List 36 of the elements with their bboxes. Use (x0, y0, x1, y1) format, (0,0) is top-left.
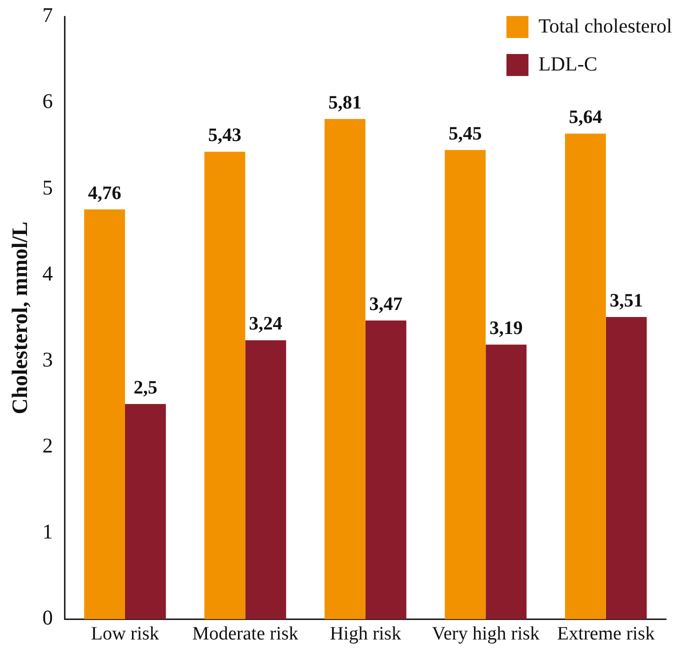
x-tick-label: High risk (330, 624, 402, 645)
y-tick-label: 7 (42, 3, 53, 28)
x-tick-label: Moderate risk (192, 624, 299, 645)
y-tick-label: 4 (42, 261, 54, 286)
data-label: 3,24 (249, 314, 283, 335)
bar (565, 134, 606, 620)
y-tick-label: 3 (42, 347, 53, 372)
y-tick-label: 0 (42, 606, 53, 630)
data-label: 3,19 (489, 318, 523, 339)
y-tick-label: 1 (42, 520, 53, 544)
data-label: 5,45 (448, 123, 482, 144)
data-label: 3,51 (610, 290, 643, 312)
bar (606, 317, 647, 620)
bar (324, 119, 366, 620)
data-label: 4,76 (88, 182, 122, 204)
bar (84, 209, 126, 620)
y-tick-label: 6 (42, 89, 53, 114)
x-tick-label: Extreme risk (557, 624, 656, 645)
x-tick-label: Very high risk (432, 624, 540, 645)
y-axis-title: Cholesterol, mmol/L (6, 222, 32, 414)
x-tick-label: Low risk (90, 624, 160, 645)
data-label: 3,47 (369, 294, 404, 315)
legend-label: Total cholesterol (538, 15, 672, 38)
bar (245, 340, 286, 620)
bar (204, 152, 246, 620)
bar (444, 150, 486, 620)
data-label: 5,43 (208, 125, 242, 146)
data-label: 5,81 (328, 92, 362, 114)
bar (365, 320, 406, 620)
bar (486, 344, 527, 620)
legend-label: LDL-C (538, 53, 598, 76)
y-tick-label: 5 (42, 175, 53, 200)
data-label: 5,64 (568, 107, 603, 128)
data-label: 2,5 (134, 377, 158, 398)
bar (125, 404, 166, 620)
y-tick-label: 2 (42, 434, 53, 458)
